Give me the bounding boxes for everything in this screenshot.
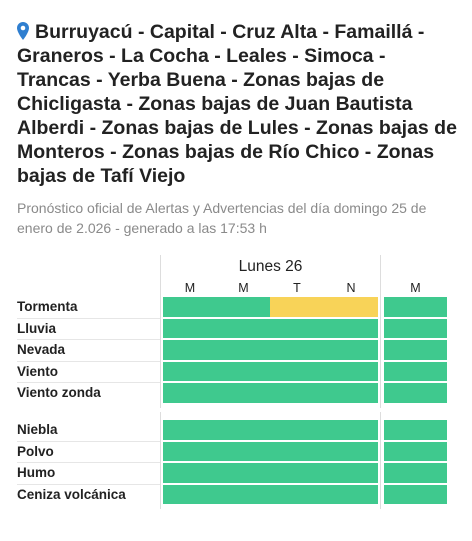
alert-cell [324, 297, 378, 317]
alert-cell [324, 318, 378, 338]
alert-cell [270, 361, 324, 381]
alert-cell [270, 463, 324, 483]
alert-cell [217, 340, 270, 360]
alert-cell [217, 383, 270, 403]
alert-cell [384, 463, 447, 483]
alert-cell [163, 484, 217, 504]
row-label: Ceniza volcánica [17, 486, 126, 502]
period-label: N [346, 281, 356, 295]
alert-cell [384, 383, 447, 403]
alert-cell [163, 420, 217, 440]
alert-cell [384, 420, 447, 440]
alert-cell [384, 297, 447, 317]
row-label: Niebla [17, 422, 58, 437]
alert-cell [384, 318, 447, 338]
alert-cell [270, 318, 324, 338]
alert-cell [270, 420, 324, 440]
period-label: M [410, 281, 421, 295]
divider [160, 255, 161, 408]
alert-cell [324, 441, 378, 461]
title-block: Burruyacú - Capital - Cruz Alta - Famail… [17, 20, 457, 188]
divider [380, 412, 381, 509]
row-separator [17, 382, 160, 383]
row-label: Lluvia [17, 320, 57, 336]
alert-cell [163, 318, 217, 338]
alert-cell [163, 297, 217, 317]
divider [160, 412, 161, 509]
alert-cell [324, 383, 378, 403]
row-separator [17, 317, 160, 319]
alert-cell [217, 297, 270, 317]
alert-cell [324, 484, 378, 504]
alert-cell [217, 361, 270, 381]
row-label: Tormenta [17, 299, 78, 314]
row-separator [17, 462, 160, 463]
alert-cell [324, 340, 378, 360]
alert-cell [163, 441, 217, 461]
alert-cell [163, 463, 217, 483]
alert-cell [163, 361, 217, 381]
row-label: Viento [17, 363, 59, 379]
alert-cell [384, 484, 447, 504]
period-label: T [293, 281, 301, 295]
alert-cell [270, 297, 324, 317]
alert-cell [270, 441, 324, 461]
row-label: Humo [17, 465, 56, 480]
row-label: Viento zonda [17, 385, 101, 400]
row-label: Polvo [17, 443, 54, 459]
period-label: M [184, 281, 196, 295]
alert-cell [270, 383, 324, 403]
day-header: Lunes 26 [238, 258, 303, 275]
title: Burruyacú - Capital - Cruz Alta - Famail… [17, 21, 457, 187]
alert-cell [270, 340, 324, 360]
alert-cell [384, 361, 447, 381]
alert-cell [163, 340, 217, 360]
row-label: Nevada [17, 342, 66, 357]
alert-cell [217, 420, 270, 440]
alert-cell [163, 383, 217, 403]
alert-cell [324, 361, 378, 381]
row-separator [17, 360, 160, 362]
subtitle: Pronóstico oficial de Alertas y Adverten… [17, 200, 427, 236]
alert-cell [217, 484, 270, 504]
alert-cell [324, 420, 378, 440]
alert-cell [384, 340, 447, 360]
period-label: M [238, 281, 249, 295]
divider [380, 255, 381, 408]
alert-cell [217, 441, 270, 461]
row-separator [17, 339, 160, 340]
alert-cell [217, 463, 270, 483]
alert-cell [324, 463, 378, 483]
alert-cell [270, 484, 324, 504]
row-separator [17, 483, 160, 485]
alert-cell [384, 441, 447, 461]
location-pin [17, 22, 29, 40]
alert-cell [217, 318, 270, 338]
row-separator [17, 440, 160, 442]
